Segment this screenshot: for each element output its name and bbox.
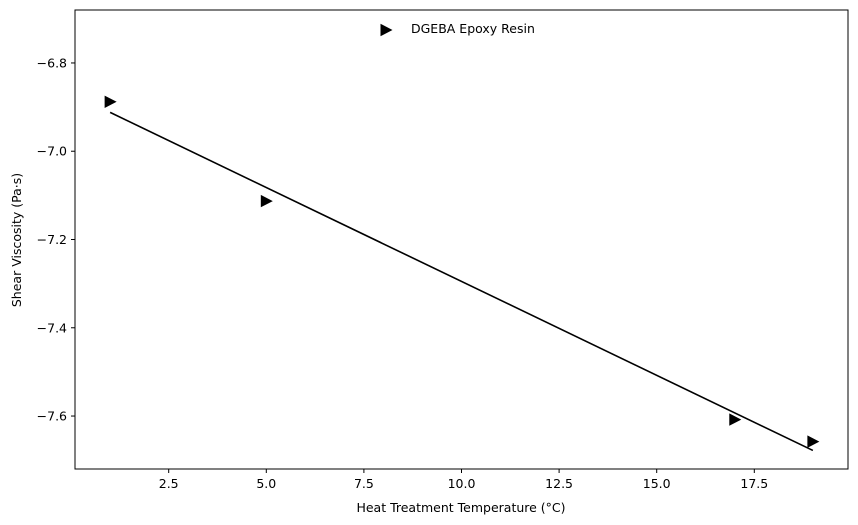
y-tick-label: −7.4: [37, 320, 67, 335]
y-tick-label: −7.6: [37, 409, 67, 424]
data-point: [807, 435, 820, 448]
x-tick-label: 5.0: [256, 476, 276, 491]
x-tick-label: 17.5: [740, 476, 768, 491]
data-point: [260, 194, 273, 208]
data-point: [104, 95, 117, 108]
y-tick-label: −6.8: [37, 55, 67, 70]
y-tick-label: −7.0: [37, 144, 67, 159]
data-points: [104, 95, 820, 448]
x-axis-ticks: 2.5 5.0 7.5 10.0 12.5 15.0 17.5: [159, 469, 768, 491]
x-tick-label: 7.5: [354, 476, 374, 491]
legend-marker-triangle-right-icon: [380, 23, 393, 37]
x-tick-label: 2.5: [159, 476, 179, 491]
x-tick-label: 15.0: [643, 476, 671, 491]
y-axis-label: Shear Viscosity (Pa·s): [9, 173, 24, 307]
x-axis-label: Heat Treatment Temperature (°C): [356, 500, 565, 515]
y-axis-ticks: −6.8 −7.0 −7.2 −7.4 −7.6: [37, 55, 75, 424]
y-tick-label: −7.2: [37, 232, 67, 247]
x-tick-label: 12.5: [545, 476, 573, 491]
legend-label: DGEBA Epoxy Resin: [411, 21, 535, 36]
x-tick-label: 10.0: [448, 476, 476, 491]
plot-area-frame: [74, 9, 849, 470]
legend: DGEBA Epoxy Resin: [380, 21, 535, 37]
fit-line: [109, 111, 814, 452]
data-point: [729, 413, 742, 426]
